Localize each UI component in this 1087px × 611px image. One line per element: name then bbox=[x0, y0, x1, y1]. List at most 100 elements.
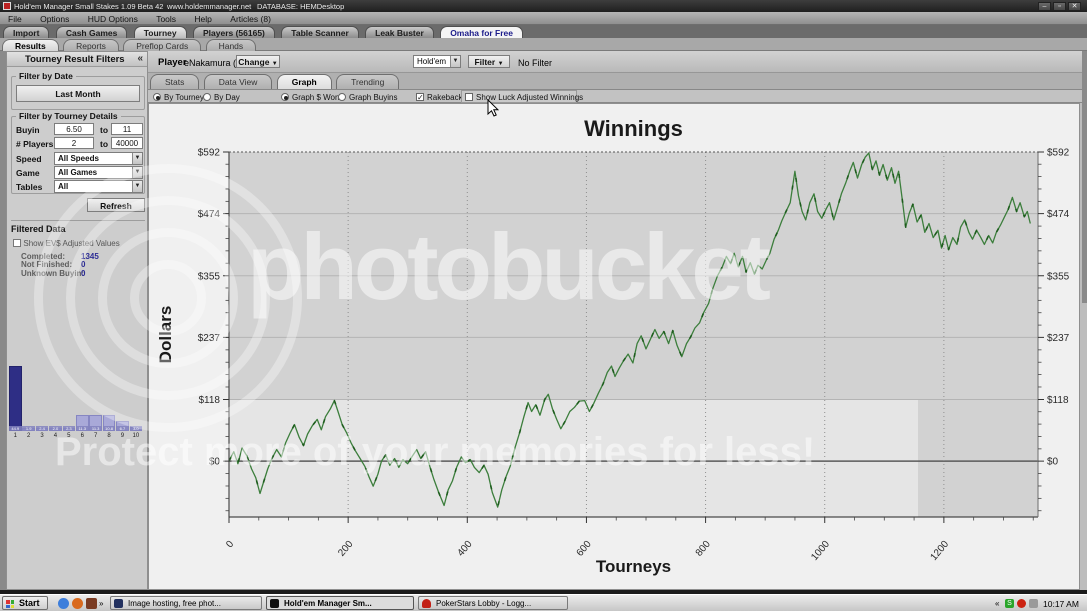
tab-tourney[interactable]: Tourney bbox=[133, 26, 187, 38]
graph-won-radio[interactable] bbox=[281, 93, 289, 101]
task-holdem-manager[interactable]: Hold'em Manager Sm... bbox=[266, 596, 414, 610]
tab-hands[interactable]: Hands bbox=[205, 39, 257, 51]
tab-graph[interactable]: Graph bbox=[276, 74, 332, 89]
y-tick-label: $0 bbox=[209, 457, 221, 468]
tab-import[interactable]: Import bbox=[3, 26, 50, 38]
chevron-down-icon[interactable]: ▼ bbox=[450, 56, 460, 67]
collapse-sidebar-icon[interactable]: « bbox=[137, 53, 143, 64]
maximize-button[interactable]: ▫ bbox=[1053, 1, 1066, 11]
tab-preflop-cards[interactable]: Preflop Cards bbox=[123, 39, 202, 51]
graph-controls: By Tourney By Day Graph $ Won Graph Buyi… bbox=[148, 89, 1082, 103]
x-tick-label: 1000 bbox=[809, 539, 832, 563]
y-tick-label: $118 bbox=[1047, 395, 1069, 406]
task-image-hosting[interactable]: Image hosting, free phot... bbox=[110, 596, 262, 610]
stat-value: 0 bbox=[81, 268, 86, 278]
rakeback-checkbox[interactable]: ✓ bbox=[416, 93, 424, 102]
chevron-down-icon: ▼ bbox=[497, 61, 504, 67]
tab-players[interactable]: Players (56165) bbox=[192, 26, 275, 38]
tab-results[interactable]: Results bbox=[2, 39, 59, 51]
x-tick-label: 1200 bbox=[928, 539, 951, 563]
filter-label: Filter bbox=[474, 57, 496, 67]
minimize-button[interactable]: – bbox=[1038, 1, 1051, 11]
y-tick-label: $355 bbox=[1047, 271, 1070, 282]
tray-alert-icon[interactable] bbox=[1017, 598, 1026, 608]
luck-adjusted-checkbox[interactable] bbox=[465, 93, 473, 101]
chart-title: Winnings bbox=[584, 116, 683, 141]
speed-value: All Speeds bbox=[58, 154, 99, 163]
speed-label: Speed bbox=[16, 154, 42, 164]
menu-options[interactable]: Options bbox=[40, 14, 70, 24]
pokerstars-icon bbox=[422, 599, 431, 608]
filter-by-date-group: Filter by Date Last Month bbox=[11, 71, 145, 110]
chevron-down-icon[interactable]: ▼ bbox=[132, 167, 142, 178]
quicklaunch-icon[interactable] bbox=[86, 598, 97, 609]
filter-button[interactable]: Filter ▼ bbox=[468, 55, 510, 68]
speed-select[interactable]: All Speeds ▼ bbox=[54, 152, 143, 165]
tab-trending[interactable]: Trending bbox=[336, 74, 400, 89]
rakeback-label: Rakeback bbox=[427, 93, 463, 102]
ev-adjusted-label: Show EV$ Adjusted Values bbox=[23, 239, 120, 248]
player-bar: Player eNakamura (PS) Change ▼ Hold'em ▼… bbox=[148, 51, 1082, 73]
last-month-button[interactable]: Last Month bbox=[16, 85, 140, 102]
menu-articles[interactable]: Articles (8) bbox=[230, 14, 271, 24]
by-tourney-radio[interactable] bbox=[153, 93, 161, 101]
tab-stats[interactable]: Stats bbox=[150, 74, 200, 89]
x-axis-title: Tourneys bbox=[596, 557, 671, 576]
players-from-field[interactable]: 2 bbox=[54, 137, 94, 149]
histogram-value-label: 2.3 bbox=[62, 426, 76, 431]
chevron-down-icon[interactable]: ▼ bbox=[132, 181, 142, 192]
chevron-down-icon: ▼ bbox=[271, 61, 278, 67]
buyin-from-field[interactable]: 6.50 bbox=[54, 123, 94, 135]
tab-data-view[interactable]: Data View bbox=[203, 74, 273, 89]
game-select[interactable]: All Games ▼ bbox=[54, 166, 143, 179]
histogram-x-label: 3 bbox=[40, 433, 44, 439]
tab-reports[interactable]: Reports bbox=[63, 39, 119, 51]
ev-adjusted-checkbox[interactable] bbox=[13, 239, 21, 247]
buyin-to-field[interactable]: 11 bbox=[111, 123, 143, 135]
luck-adjusted-label: Show Luck Adjusted Winnings bbox=[476, 93, 584, 102]
internet-explorer-icon[interactable] bbox=[58, 598, 69, 609]
histogram-bar bbox=[9, 365, 22, 431]
stat-row: Unknown Buyin: 0 bbox=[13, 268, 145, 278]
winnings-line bbox=[228, 152, 1031, 508]
y-tick-label: $355 bbox=[198, 271, 221, 282]
divider bbox=[11, 220, 145, 221]
tab-table-scanner[interactable]: Table Scanner bbox=[281, 26, 359, 38]
graph-buyins-radio[interactable] bbox=[338, 93, 346, 101]
sidebar-header: Tourney Result Filters « bbox=[7, 52, 147, 67]
tab-cash-games[interactable]: Cash Games bbox=[55, 26, 128, 38]
menu-tools[interactable]: Tools bbox=[156, 14, 177, 24]
tables-label: Tables bbox=[16, 182, 43, 192]
tray-icon[interactable] bbox=[1029, 598, 1038, 608]
tab-omaha-for-free[interactable]: Omaha for Free bbox=[440, 26, 524, 38]
tab-leak-buster[interactable]: Leak Buster bbox=[365, 26, 434, 38]
chevron-down-icon[interactable]: ▼ bbox=[132, 153, 142, 164]
start-button[interactable]: Start bbox=[2, 596, 48, 610]
y-tick-label: $237 bbox=[1047, 333, 1070, 344]
menu-hud-options[interactable]: HUD Options bbox=[87, 14, 138, 24]
window-title: Hold'em Manager Small Stakes 1.09 Beta 4… bbox=[14, 2, 164, 11]
menu-file[interactable]: File bbox=[8, 14, 22, 24]
by-day-radio[interactable] bbox=[203, 93, 211, 101]
buyin-label: Buyin bbox=[16, 125, 40, 135]
window-database: DATABASE: HEMDesktop bbox=[257, 2, 345, 11]
histogram-x-label: 9 bbox=[120, 433, 125, 439]
game-type-select[interactable]: Hold'em ▼ bbox=[413, 55, 461, 68]
players-to-field[interactable]: 40000 bbox=[111, 137, 143, 149]
quicklaunch-icon[interactable] bbox=[72, 598, 83, 609]
close-button[interactable]: ✕ bbox=[1068, 1, 1081, 11]
histogram-value-label: 1.9 bbox=[22, 426, 35, 431]
menu-help[interactable]: Help bbox=[194, 14, 212, 24]
buyin-to-label: to bbox=[100, 125, 109, 135]
quicklaunch-overflow-icon[interactable]: » bbox=[99, 599, 104, 608]
change-player-button[interactable]: Change ▼ bbox=[236, 55, 280, 68]
tray-collapse-icon[interactable]: « bbox=[995, 599, 1000, 608]
tables-select[interactable]: All ▼ bbox=[54, 180, 143, 193]
clock: 10:17 AM bbox=[1043, 599, 1079, 609]
refresh-button[interactable]: Refresh bbox=[87, 198, 145, 212]
tray-skype-icon[interactable]: S bbox=[1005, 598, 1014, 608]
by-day-label: By Day bbox=[214, 93, 240, 102]
ev-adjusted-checkbox-row[interactable]: Show EV$ Adjusted Values bbox=[13, 238, 120, 248]
task-pokerstars-lobby[interactable]: PokerStars Lobby - Logg... bbox=[418, 596, 568, 610]
player-label: Player bbox=[158, 57, 187, 68]
